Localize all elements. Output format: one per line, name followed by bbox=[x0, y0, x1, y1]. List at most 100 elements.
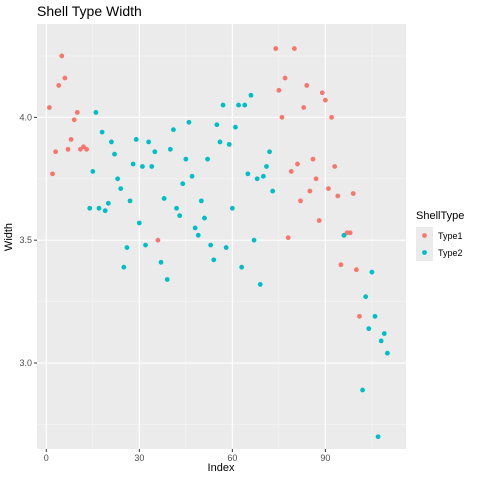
data-point bbox=[257, 282, 263, 287]
data-point bbox=[65, 146, 71, 152]
series-type2 bbox=[87, 92, 390, 440]
data-point bbox=[133, 137, 139, 142]
data-point bbox=[360, 387, 365, 393]
data-point bbox=[291, 46, 297, 51]
data-point bbox=[236, 102, 241, 108]
data-point bbox=[127, 198, 133, 204]
major-gridlines bbox=[37, 24, 406, 449]
data-point bbox=[273, 46, 279, 51]
data-point bbox=[68, 137, 74, 142]
data-point bbox=[298, 198, 303, 204]
data-point bbox=[198, 198, 204, 204]
data-point bbox=[87, 205, 93, 211]
plot-panel bbox=[37, 24, 406, 449]
data-point bbox=[322, 97, 328, 103]
data-point bbox=[195, 232, 201, 238]
legend-key-point bbox=[422, 250, 427, 255]
data-point bbox=[316, 218, 322, 223]
data-point bbox=[220, 102, 226, 108]
data-point bbox=[310, 156, 316, 162]
data-point bbox=[375, 434, 381, 440]
data-point bbox=[56, 83, 62, 88]
y-tick-label: 4.0 bbox=[19, 112, 32, 122]
data-point bbox=[189, 173, 195, 179]
data-point bbox=[71, 117, 77, 123]
data-point bbox=[276, 87, 282, 93]
data-point bbox=[177, 213, 183, 219]
data-point bbox=[369, 269, 375, 275]
data-point bbox=[84, 146, 90, 152]
data-point bbox=[223, 245, 229, 250]
minor-gridlines bbox=[37, 24, 406, 449]
data-point bbox=[341, 232, 347, 238]
data-point bbox=[372, 313, 378, 319]
data-point bbox=[304, 83, 310, 88]
data-point bbox=[205, 156, 210, 162]
data-point bbox=[338, 262, 344, 268]
data-point bbox=[118, 186, 124, 191]
x-tick-label: 0 bbox=[44, 453, 49, 463]
data-point bbox=[285, 235, 291, 241]
legend-title: ShellType bbox=[416, 210, 464, 222]
legend-key-point bbox=[422, 233, 427, 238]
data-point bbox=[202, 215, 207, 221]
data-point bbox=[183, 156, 189, 162]
data-points bbox=[47, 46, 390, 440]
legend-label: Type1 bbox=[438, 231, 463, 241]
data-point bbox=[326, 186, 331, 191]
data-point bbox=[245, 171, 251, 177]
data-point bbox=[353, 267, 359, 273]
data-point bbox=[295, 161, 300, 167]
data-point bbox=[350, 191, 356, 196]
data-point bbox=[242, 102, 248, 108]
chart-title: Shell Type Width bbox=[37, 3, 142, 19]
data-point bbox=[124, 245, 130, 250]
x-tick-label: 30 bbox=[134, 453, 144, 463]
data-point bbox=[366, 326, 372, 332]
data-point bbox=[332, 164, 338, 169]
data-point bbox=[192, 225, 198, 231]
data-point bbox=[53, 149, 59, 155]
data-point bbox=[50, 171, 55, 177]
data-point bbox=[208, 242, 214, 248]
data-point bbox=[74, 110, 80, 115]
y-axis-ticks: 3.0 3.5 4.0 bbox=[19, 112, 37, 368]
data-point bbox=[47, 105, 52, 110]
data-point bbox=[146, 139, 152, 145]
data-point bbox=[214, 122, 220, 128]
data-point bbox=[260, 173, 266, 179]
data-point bbox=[112, 151, 117, 157]
data-point bbox=[62, 75, 68, 81]
data-point bbox=[363, 294, 369, 300]
data-point bbox=[264, 164, 269, 169]
data-point bbox=[288, 168, 294, 174]
data-point bbox=[384, 350, 390, 356]
data-point bbox=[239, 264, 245, 270]
data-point bbox=[109, 139, 114, 145]
y-tick-label: 3.0 bbox=[19, 358, 32, 368]
data-point bbox=[254, 176, 260, 182]
data-point bbox=[211, 257, 217, 263]
data-point bbox=[279, 114, 285, 120]
data-point bbox=[96, 205, 102, 211]
data-point bbox=[99, 129, 105, 135]
data-point bbox=[90, 168, 96, 174]
data-point bbox=[282, 75, 288, 81]
x-axis-title: Index bbox=[208, 462, 235, 474]
data-point bbox=[329, 114, 334, 120]
data-point bbox=[248, 92, 254, 98]
data-point bbox=[105, 200, 111, 206]
x-tick-label: 90 bbox=[320, 453, 330, 463]
data-point bbox=[217, 139, 223, 145]
data-point bbox=[186, 119, 192, 125]
data-point bbox=[143, 242, 148, 248]
data-point bbox=[152, 149, 158, 155]
data-point bbox=[180, 181, 186, 187]
data-point bbox=[136, 220, 142, 226]
data-point bbox=[226, 141, 232, 147]
data-point bbox=[167, 146, 173, 152]
data-point bbox=[313, 176, 319, 182]
data-point bbox=[307, 188, 313, 194]
data-point bbox=[229, 205, 235, 211]
